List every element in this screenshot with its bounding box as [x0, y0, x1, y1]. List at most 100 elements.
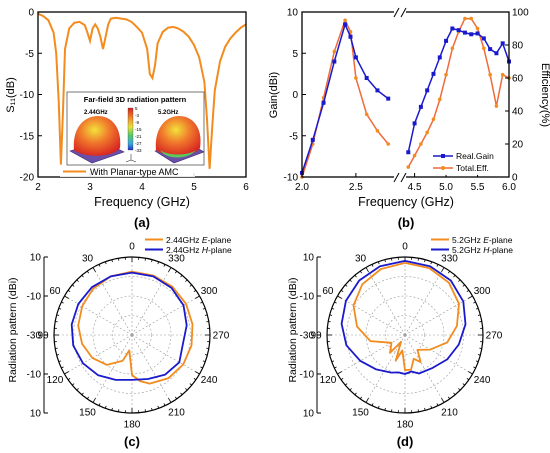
- x-tick-label: 2: [35, 182, 41, 193]
- y2-tick-label: 40: [512, 107, 524, 118]
- polar-tick: [151, 259, 153, 263]
- x-tick-label: 4: [139, 182, 145, 193]
- polar-tick: [384, 407, 386, 411]
- inset-colorbar: [127, 107, 134, 151]
- gain-point: [332, 59, 337, 64]
- inset-sphere-52: [155, 116, 201, 156]
- polar-spoke: [64, 295, 133, 336]
- polar-spoke: [131, 334, 172, 403]
- series-e-plane: [77, 270, 194, 385]
- efficiency-point: [425, 130, 429, 135]
- efficiency-point: [354, 76, 358, 80]
- radial-tick-label: -10: [300, 370, 315, 381]
- efficiency-point: [494, 104, 499, 108]
- polar-tick: [157, 405, 160, 409]
- angle-label: 120: [320, 375, 337, 386]
- polar-spoke: [131, 267, 172, 336]
- polar-tick: [174, 396, 178, 400]
- polar-tick: [92, 398, 96, 403]
- angle-label: 240: [474, 375, 491, 386]
- x-tick-label: 6: [243, 182, 249, 193]
- polar-tick: [157, 261, 160, 265]
- polar-spoke: [337, 295, 406, 336]
- gain-point: [310, 137, 315, 142]
- gain-point: [475, 31, 480, 36]
- polar-tick: [436, 403, 439, 406]
- y-tick-label: 0: [28, 8, 34, 19]
- legend-d-label-h: 5.2GHz H-plane: [452, 245, 513, 255]
- polar-tick: [473, 366, 476, 369]
- panel-b-xlabel: Frequency (GHz): [358, 195, 454, 209]
- series-efficiency-line: [407, 17, 510, 168]
- polar-tick: [337, 371, 342, 375]
- polar-tick: [86, 396, 90, 400]
- polar-tick: [67, 289, 71, 293]
- polar-tick: [462, 383, 466, 386]
- polar-tick: [359, 270, 363, 274]
- polar-tick: [441, 267, 445, 272]
- polar-tick: [151, 407, 153, 411]
- panel-a-ylabel: S₁₁(dB): [5, 77, 17, 113]
- gain-point: [494, 51, 499, 56]
- polar-tick: [168, 267, 172, 272]
- legend-b-label-gain: Real.Gain: [456, 151, 494, 161]
- polar-tick: [466, 289, 470, 293]
- polar-tick: [365, 398, 369, 403]
- gain-point: [488, 47, 493, 52]
- gain-point: [321, 100, 326, 105]
- colorbar-tick-label: -15: [135, 127, 142, 132]
- efficiency-point: [332, 49, 337, 54]
- polar-tick: [64, 371, 69, 375]
- polar-tick: [56, 354, 60, 356]
- polar-grid-ring: [112, 315, 152, 355]
- panel-c-caption: (c): [124, 434, 140, 449]
- polar-tick: [477, 354, 481, 356]
- gain-point: [412, 121, 417, 126]
- angle-label: 270: [486, 331, 503, 342]
- axis-break-bottom: [393, 172, 407, 183]
- polar-tick: [104, 261, 107, 265]
- polar-tick: [331, 307, 335, 310]
- angle-label: 330: [168, 253, 185, 264]
- polar-spoke: [64, 334, 133, 375]
- angle-label: 180: [397, 420, 414, 431]
- legend-b: Real.Gain Total.Eff.: [431, 149, 507, 175]
- polar-tick: [163, 264, 166, 267]
- gain-point: [431, 71, 436, 76]
- polar-tick: [202, 360, 206, 363]
- polar-spoke: [365, 334, 406, 403]
- polar-tick: [468, 371, 473, 375]
- gain-point: [444, 38, 449, 43]
- polar-tick: [349, 388, 352, 391]
- polar-tick: [371, 403, 374, 406]
- colorbar-tick-label: -21: [135, 134, 142, 139]
- polar-tick: [384, 259, 386, 263]
- polar-tick: [180, 274, 183, 278]
- legend-c-label-h: 2.44GHz H-plane: [166, 245, 232, 255]
- efficiency-point: [469, 16, 474, 21]
- legend-b-box: [431, 149, 507, 175]
- gain-point: [481, 36, 486, 41]
- polar-tick: [185, 279, 188, 282]
- angle-label: 60: [49, 286, 61, 297]
- gain-point: [462, 30, 467, 35]
- polar-tick: [477, 314, 481, 316]
- angle-label: 30: [355, 253, 367, 264]
- y-tick-label: 10: [287, 8, 299, 19]
- legend-c: 2.44GHz E-plane 2.44GHz H-plane: [145, 235, 232, 255]
- radial-tick-label: -10: [27, 292, 42, 303]
- polar-tick: [111, 259, 113, 263]
- radial-tick-label: 10: [30, 253, 42, 264]
- polar-tick: [92, 267, 96, 272]
- angle-label: 60: [322, 286, 334, 297]
- polar-tick: [193, 289, 197, 293]
- legend-d: 5.2GHz E-plane 5.2GHz H-plane: [431, 235, 513, 255]
- polar-tick: [329, 354, 333, 356]
- inset-sphere-244: [73, 116, 121, 156]
- polar-tick: [462, 284, 466, 287]
- radial-tick-label: -30: [27, 331, 42, 342]
- inset-3d-pattern: Far-field 3D radiation pattern 2.44GHz 5…: [66, 91, 205, 166]
- legend-a-label: With Planar-type AMC: [90, 167, 179, 177]
- angle-label: 120: [47, 375, 64, 386]
